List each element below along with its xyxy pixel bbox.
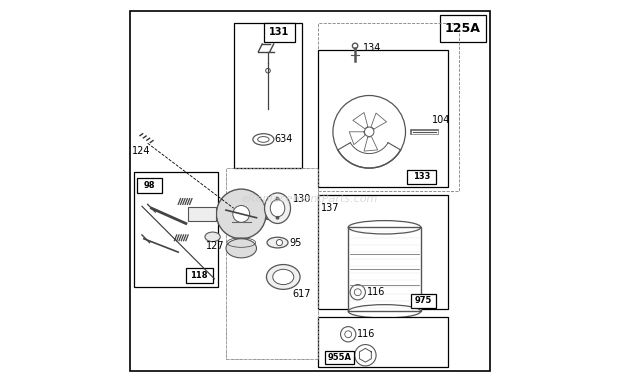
Ellipse shape xyxy=(270,199,285,217)
Ellipse shape xyxy=(273,269,294,285)
Ellipse shape xyxy=(267,264,300,290)
FancyBboxPatch shape xyxy=(326,351,354,364)
Text: eReplacementParts.com: eReplacementParts.com xyxy=(242,194,378,204)
Text: 130: 130 xyxy=(293,194,311,204)
FancyBboxPatch shape xyxy=(264,23,294,42)
Text: 104: 104 xyxy=(432,115,451,125)
Ellipse shape xyxy=(226,239,257,258)
Circle shape xyxy=(277,240,283,246)
Circle shape xyxy=(276,216,280,220)
Text: 95: 95 xyxy=(289,238,301,248)
Text: 975: 975 xyxy=(415,296,432,305)
Text: 116: 116 xyxy=(366,287,385,297)
FancyBboxPatch shape xyxy=(135,172,218,286)
Text: 116: 116 xyxy=(357,329,375,339)
FancyBboxPatch shape xyxy=(234,23,303,168)
Text: 98: 98 xyxy=(144,181,156,190)
FancyBboxPatch shape xyxy=(317,50,448,187)
FancyBboxPatch shape xyxy=(186,268,213,283)
Text: 634: 634 xyxy=(275,134,293,144)
Text: 134: 134 xyxy=(363,43,381,53)
Circle shape xyxy=(216,189,266,239)
Ellipse shape xyxy=(205,232,220,242)
FancyBboxPatch shape xyxy=(348,227,421,311)
Text: 133: 133 xyxy=(413,172,430,181)
Text: 127: 127 xyxy=(206,241,224,251)
FancyBboxPatch shape xyxy=(407,170,436,184)
FancyBboxPatch shape xyxy=(130,11,490,371)
Text: 955A: 955A xyxy=(327,353,352,362)
Circle shape xyxy=(233,206,250,222)
Text: 124: 124 xyxy=(133,146,151,156)
FancyBboxPatch shape xyxy=(188,207,216,221)
FancyBboxPatch shape xyxy=(317,317,448,367)
FancyBboxPatch shape xyxy=(440,15,485,42)
Text: 125A: 125A xyxy=(445,22,480,35)
Text: 118: 118 xyxy=(190,271,208,280)
FancyBboxPatch shape xyxy=(411,294,436,308)
FancyBboxPatch shape xyxy=(266,209,285,219)
Text: 617: 617 xyxy=(293,289,311,299)
Text: 131: 131 xyxy=(269,28,290,37)
FancyBboxPatch shape xyxy=(138,178,162,193)
Circle shape xyxy=(276,197,280,201)
Ellipse shape xyxy=(267,237,288,248)
Text: 137: 137 xyxy=(321,203,339,213)
FancyBboxPatch shape xyxy=(317,195,448,309)
Ellipse shape xyxy=(265,193,291,223)
